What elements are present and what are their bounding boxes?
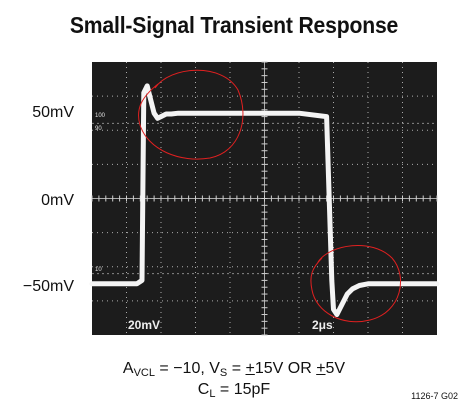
annotation-circle-overshoot — [138, 69, 244, 160]
y-label-minus-50mv: −50mV — [22, 278, 74, 295]
cl-value: = 15pF — [215, 381, 271, 398]
test-conditions-line-1: AVCL = −10, VS = +15V OR +5V — [0, 360, 468, 379]
cl-symbol: C — [197, 381, 210, 398]
volts-per-div-label: 20mV — [128, 318, 160, 332]
percent-100-label: 100 — [95, 113, 106, 119]
cl-subscript: L — [209, 388, 216, 400]
percent-90-label: 90 — [95, 126, 102, 132]
vs-subscript: S — [219, 367, 228, 379]
vs-value-end: 5V — [325, 360, 346, 377]
grid-layer — [91, 61, 438, 336]
avcl-value: = −10, V — [154, 360, 220, 377]
vs-equals: = — [227, 360, 246, 377]
oscilloscope-chart: 100 90 10 20mV 2μs — [89, 61, 440, 336]
percent-10-label: 10 — [95, 267, 102, 273]
annotation-circle-undershoot — [310, 245, 401, 323]
signal-trace — [89, 83, 440, 317]
plus-minus-sign-1: + — [245, 360, 255, 377]
page-title: Small-Signal Transient Response — [69, 12, 399, 38]
vs-value-mid: 15V OR — [254, 360, 317, 377]
figure-id: 1126-7 G02 — [411, 391, 458, 401]
plus-minus-sign-2: + — [316, 360, 326, 377]
time-per-div-label: 2μs — [312, 318, 333, 332]
y-label-0mv: 0mV — [41, 192, 74, 209]
test-conditions-line-2: CL = 15pF — [0, 381, 468, 400]
avcl-subscript: VCL — [133, 367, 155, 379]
y-label-50mv: 50mV — [32, 104, 74, 121]
avcl-symbol: A — [122, 360, 134, 377]
